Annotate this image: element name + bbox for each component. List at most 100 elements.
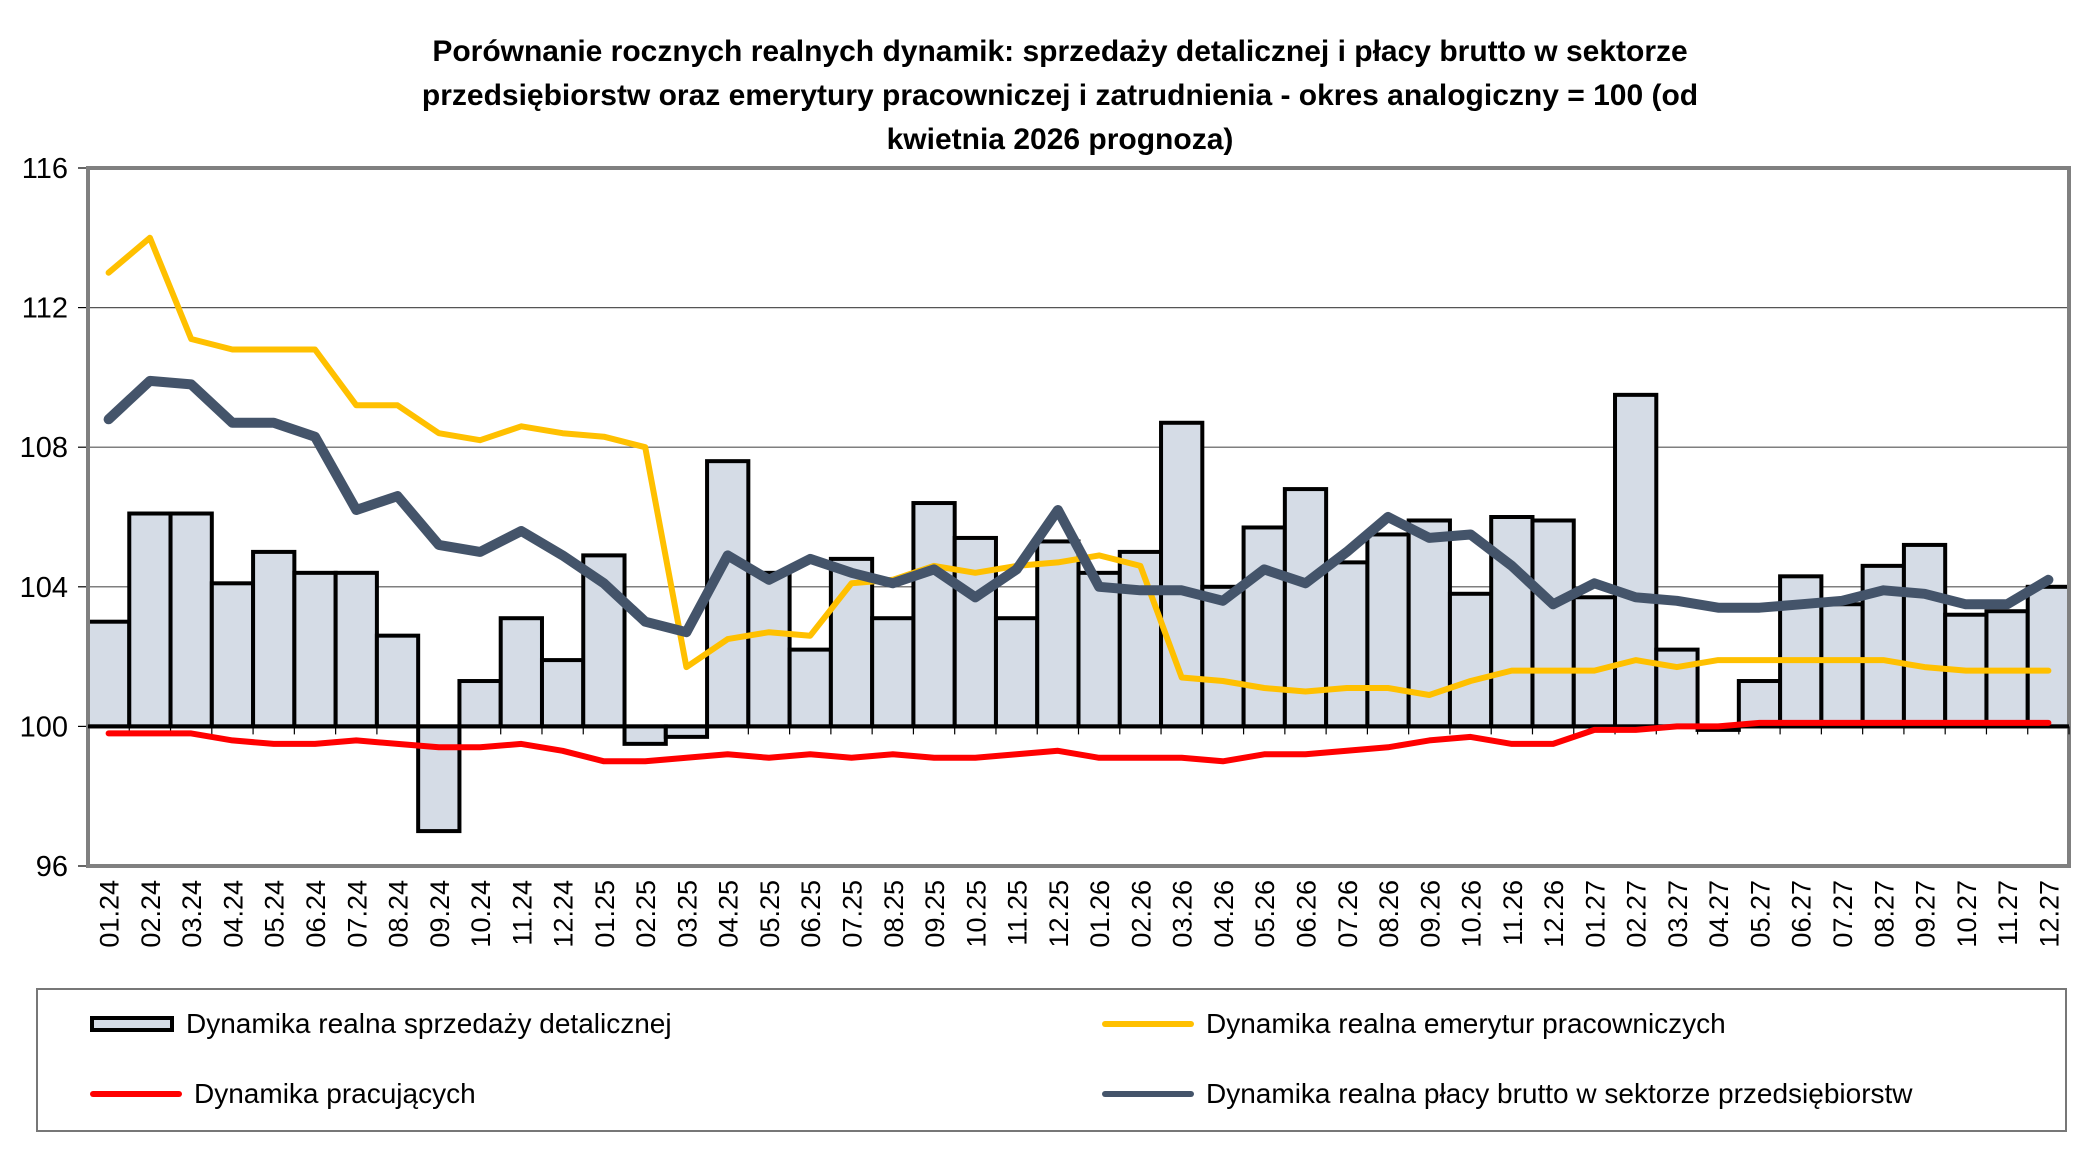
bar bbox=[498, 616, 544, 729]
legend-item-wages: Dynamika realna płacy brutto w sektorze … bbox=[1102, 1078, 1913, 1110]
bar bbox=[457, 679, 503, 729]
bar bbox=[1571, 595, 1618, 729]
bar bbox=[993, 616, 1040, 729]
x-tick-label: 05.25 bbox=[755, 880, 785, 948]
legend-item-employment: Dynamika pracujących bbox=[90, 1078, 476, 1110]
x-tick-label: 11.26 bbox=[1498, 880, 1528, 946]
x-tick-label: 11.25 bbox=[1003, 880, 1033, 946]
bar bbox=[86, 619, 132, 729]
x-tick-label: 12.25 bbox=[1044, 880, 1074, 948]
x-tick-label: 09.27 bbox=[1911, 880, 1941, 948]
x-tick-label: 01.24 bbox=[95, 880, 125, 948]
legend-label: Dynamika pracujących bbox=[194, 1078, 476, 1109]
x-tick-label: 03.24 bbox=[177, 880, 207, 948]
x-tick-label: 04.24 bbox=[218, 880, 248, 948]
legend-swatch-bar bbox=[90, 1016, 174, 1032]
bar bbox=[1901, 542, 1948, 729]
x-tick-label: 01.27 bbox=[1580, 880, 1610, 948]
x-tick-label: 01.25 bbox=[590, 880, 620, 948]
bar bbox=[251, 549, 297, 729]
plot-frame bbox=[86, 166, 2071, 868]
bar bbox=[292, 570, 338, 729]
bar bbox=[1117, 549, 1164, 729]
bar bbox=[911, 501, 957, 729]
chart-title-line: przedsiębiorstw oraz emerytury pracownic… bbox=[421, 79, 1699, 112]
x-tick-label: 07.26 bbox=[1333, 880, 1363, 948]
legend-swatch-line bbox=[90, 1091, 182, 1097]
x-tick-label: 12.27 bbox=[2034, 880, 2064, 948]
bar bbox=[1241, 525, 1287, 729]
bar bbox=[168, 511, 214, 729]
x-tick-label: 10.26 bbox=[1457, 880, 1487, 948]
x-tick-label: 05.26 bbox=[1250, 880, 1280, 948]
bar bbox=[1736, 679, 1783, 729]
x-tick-label: 02.24 bbox=[136, 880, 166, 948]
bar bbox=[705, 459, 751, 729]
chart-title-line: Porównanie rocznych realnych dynamik: sp… bbox=[432, 35, 1688, 68]
x-tick-label: 08.25 bbox=[879, 880, 909, 948]
legend-swatch-line bbox=[1102, 1091, 1194, 1097]
legend-label: Dynamika realna sprzedaży detalicznej bbox=[186, 1008, 672, 1039]
bar bbox=[952, 535, 998, 729]
x-tick-label: 06.25 bbox=[796, 880, 826, 948]
y-tick-label: 116 bbox=[22, 153, 68, 185]
bar bbox=[209, 581, 256, 729]
bar bbox=[1365, 532, 1411, 729]
x-tick-label: 07.24 bbox=[342, 880, 372, 948]
x-tick-label: 11.27 bbox=[1993, 880, 2023, 946]
legend-label: Dynamika realna płacy brutto w sektorze … bbox=[1206, 1078, 1913, 1109]
bar bbox=[622, 724, 668, 746]
bar bbox=[1200, 584, 1246, 729]
x-tick-label: 03.25 bbox=[672, 880, 702, 948]
x-tick-label: 06.24 bbox=[301, 880, 331, 948]
x-tick-label: 08.27 bbox=[1869, 880, 1899, 948]
x-tick-label: 02.25 bbox=[631, 880, 661, 948]
x-tick-label: 12.24 bbox=[549, 880, 579, 948]
x-tick-label: 05.27 bbox=[1745, 880, 1775, 948]
x-tick-label: 07.25 bbox=[838, 880, 868, 948]
legend-swatch-line bbox=[1102, 1021, 1194, 1027]
bar bbox=[333, 570, 379, 729]
bar bbox=[539, 658, 586, 729]
y-tick-label: 104 bbox=[20, 572, 68, 604]
x-tick-label: 06.27 bbox=[1787, 880, 1817, 948]
x-tick-label: 04.26 bbox=[1209, 880, 1239, 948]
bar bbox=[1324, 560, 1370, 729]
y-tick-label: 100 bbox=[20, 711, 68, 743]
bar bbox=[2025, 584, 2071, 729]
series-line bbox=[105, 719, 2052, 765]
bar bbox=[1613, 392, 1659, 729]
chart-title: Porównanie rocznych realnych dynamik: sp… bbox=[200, 30, 1920, 162]
bar bbox=[1447, 591, 1494, 729]
x-tick-label: 08.26 bbox=[1374, 880, 1404, 948]
series-line bbox=[103, 375, 2054, 638]
bar bbox=[1076, 570, 1122, 729]
bar bbox=[870, 616, 916, 729]
x-tick-label: 08.24 bbox=[384, 880, 414, 948]
legend: Dynamika realna sprzedaży detalicznej Dy… bbox=[36, 988, 2067, 1132]
x-tick-label: 04.25 bbox=[714, 880, 744, 948]
x-tick-label: 10.25 bbox=[961, 880, 991, 948]
x-tick-label: 09.26 bbox=[1415, 880, 1445, 948]
x-tick-label: 02.26 bbox=[1126, 880, 1156, 948]
legend-label: Dynamika realna emerytur pracowniczych bbox=[1206, 1008, 1726, 1039]
x-tick-label: 07.27 bbox=[1828, 880, 1858, 948]
x-tick-label: 12.26 bbox=[1539, 880, 1569, 948]
bar bbox=[416, 724, 462, 834]
bar bbox=[1035, 539, 1081, 729]
bar bbox=[1654, 647, 1700, 729]
x-tick-label: 04.27 bbox=[1704, 880, 1734, 948]
x-tick-label: 09.25 bbox=[920, 880, 950, 948]
bar bbox=[787, 647, 833, 729]
x-tick-label: 05.24 bbox=[260, 880, 290, 948]
x-tick-label: 06.26 bbox=[1291, 880, 1321, 948]
bar bbox=[127, 511, 173, 729]
bar bbox=[1530, 518, 1576, 729]
bar bbox=[374, 633, 421, 729]
x-tick-label: 10.24 bbox=[466, 880, 496, 948]
y-tick-label: 112 bbox=[22, 293, 68, 325]
legend-item-pensions: Dynamika realna emerytur pracowniczych bbox=[1102, 1008, 1726, 1040]
bar bbox=[1819, 602, 1865, 729]
y-tick-label: 108 bbox=[20, 432, 68, 464]
x-tick-label: 10.27 bbox=[1952, 880, 1982, 948]
